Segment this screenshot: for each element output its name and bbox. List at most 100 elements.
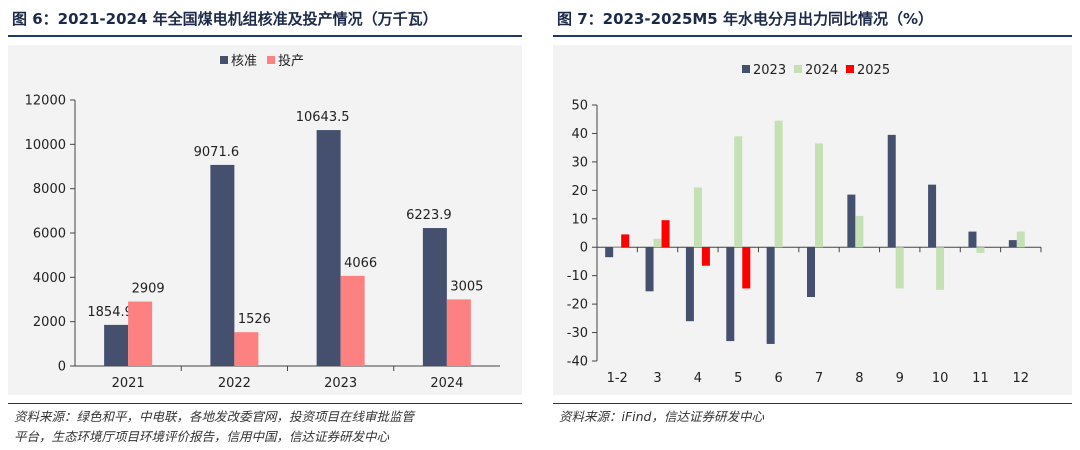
left-x-tick-label: 2024 [430, 376, 463, 391]
left-source-rule [8, 403, 522, 404]
left-data-label-核准-2024: 6223.9 [406, 208, 452, 223]
right-x-tick-label: 9 [896, 371, 904, 386]
left-source-line-2: 平台，生态环境厅项目环境评价报告，信用中国，信达证券研发中心 [14, 429, 390, 444]
right-bar-2025-3 [661, 220, 670, 248]
right-y-tick-label: 50 [571, 99, 588, 114]
left-x-tick-label: 2021 [112, 376, 145, 391]
right-bar-2024-4 [693, 187, 702, 248]
left-bar-投产-2023 [340, 275, 365, 366]
right-legend-swatch-2025 [846, 65, 854, 73]
right-x-tick-label: 4 [694, 371, 702, 386]
right-bar-2023-11 [968, 231, 977, 248]
right-bar-2024-3 [653, 238, 662, 248]
left-data-label-核准-2022: 9071.6 [194, 145, 240, 160]
right-bar-2024-6 [774, 120, 783, 248]
left-data-label-核准-2023: 10643.5 [296, 110, 350, 125]
right-y-tick-label: -40 [567, 355, 588, 370]
right-x-tick-label: 1-2 [607, 371, 628, 386]
right-figure-title: 图 7：2023-2025M5 年水电分月出力同比情况（%） [557, 10, 933, 28]
right-y-tick-label: 0 [580, 241, 588, 256]
left-data-label-投产-2022: 1526 [238, 312, 271, 327]
left-y-tick-label: 4000 [33, 271, 66, 286]
right-bar-2023-5 [726, 247, 735, 342]
left-bar-投产-2021 [128, 301, 153, 366]
right-bar-2024-5 [734, 136, 743, 248]
left-source-note: 资料来源：绿色和平，中电联，各地发改委官网，投资项目在线审批监管 平台，生态环境… [14, 407, 522, 447]
left-bar-核准-2024 [422, 228, 447, 366]
right-bar-2023-1-2 [605, 247, 614, 258]
left-legend-swatch-核准 [220, 56, 228, 64]
right-bar-2023-3 [645, 247, 654, 292]
right-x-tick-label: 12 [1013, 371, 1030, 386]
right-x-tick-label: 11 [972, 371, 989, 386]
left-chart: 0 2000 4000 6000 8000 10000 12000 2021 1854.9 290… [25, 53, 500, 391]
left-legend-label-投产: 投产 [278, 53, 304, 69]
right-bar-2024-9 [895, 247, 904, 289]
right-source-note: 资料来源：iFind，信达证券研发中心 [559, 407, 1072, 427]
right-x-tick-label: 8 [855, 371, 863, 386]
left-legend-label-核准: 核准 [231, 54, 257, 69]
right-bar-2023-6 [766, 247, 775, 344]
right-bar-2025-5 [742, 247, 751, 289]
left-data-label-投产-2021: 2909 [132, 282, 165, 297]
right-bar-2023-4 [685, 247, 694, 322]
right-legend-label-2025: 2025 [857, 63, 890, 78]
left-data-label-投产-2024: 3005 [450, 279, 483, 294]
right-bar-2023-9 [887, 134, 896, 248]
left-y-tick-label: 12000 [25, 94, 66, 109]
left-figure-title: 图 6：2021-2024 年全国煤电机组核准及投产情况（万千瓦） [12, 10, 438, 28]
right-legend-label-2023: 2023 [753, 63, 786, 78]
left-bar-核准-2021 [104, 324, 129, 366]
right-bar-2024-10 [936, 247, 945, 290]
left-bar-投产-2024 [446, 299, 471, 366]
left-title-rule [8, 35, 522, 37]
right-bar-2024-11 [976, 247, 985, 253]
right-x-tick-label: 3 [653, 371, 661, 386]
right-legend-label-2024: 2024 [805, 63, 838, 78]
right-y-tick-label: 40 [571, 127, 588, 142]
right-x-tick-label: 10 [932, 371, 949, 386]
right-y-tick-label: -30 [567, 326, 588, 341]
right-bar-2023-8 [847, 194, 856, 248]
left-x-tick-label: 2023 [324, 376, 357, 391]
right-bar-2024-7 [815, 143, 823, 248]
right-bar-2025-4 [701, 247, 710, 266]
left-data-label-投产-2023: 4066 [344, 256, 377, 271]
left-y-tick-label: 6000 [33, 227, 66, 242]
right-title-rule [553, 35, 1072, 37]
right-y-tick-label: -10 [567, 269, 588, 284]
right-x-tick-label: 6 [774, 371, 782, 386]
right-source-line-1: 资料来源：iFind，信达证券研发中心 [559, 409, 764, 424]
right-legend-swatch-2023 [742, 65, 750, 73]
right-y-tick-label: 10 [571, 212, 588, 227]
left-y-tick-label: 8000 [33, 182, 66, 197]
right-source-rule [553, 403, 1072, 404]
right-bar-2024-8 [855, 215, 864, 248]
right-plot-background [553, 45, 1072, 395]
right-bar-2024-1-2 [613, 247, 622, 248]
right-y-tick-label: 30 [571, 155, 588, 170]
left-bar-核准-2022 [210, 164, 235, 366]
left-bar-投产-2022 [234, 332, 259, 366]
right-bar-2024-12 [1016, 231, 1025, 248]
left-y-tick-label: 0 [58, 360, 66, 375]
right-x-tick-label: 7 [815, 371, 823, 386]
right-legend-swatch-2024 [794, 65, 802, 73]
right-bar-2023-10 [928, 184, 937, 248]
left-y-tick-label: 2000 [33, 315, 66, 330]
right-x-tick-label: 5 [734, 371, 742, 386]
left-figure-panel: 图 6：2021-2024 年全国煤电机组核准及投产情况（万千瓦） 0 2000 4… [0, 0, 530, 450]
left-data-label-核准-2021: 1854.9 [87, 305, 133, 320]
right-bar-2023-7 [807, 247, 815, 297]
right-bar-2025-1-2 [621, 234, 630, 248]
right-y-tick-label: 20 [571, 184, 588, 199]
right-y-tick-label: -20 [567, 298, 588, 313]
left-y-tick-label: 10000 [25, 138, 66, 153]
left-x-tick-label: 2022 [218, 376, 251, 391]
right-bar-2023-12 [1008, 240, 1017, 248]
left-bar-核准-2023 [316, 130, 341, 366]
left-source-line-1: 资料来源：绿色和平，中电联，各地发改委官网，投资项目在线审批监管 [14, 409, 415, 424]
left-legend-swatch-投产 [267, 56, 275, 64]
right-figure-panel: 图 7：2023-2025M5 年水电分月出力同比情况（%） -40 -30 -20… [545, 0, 1080, 450]
right-chart: -40 -30 -20 -10 0 10 20 30 40 50 1-2 3 4 5 6 7 8 9 10 11 12 2… [567, 63, 1042, 386]
